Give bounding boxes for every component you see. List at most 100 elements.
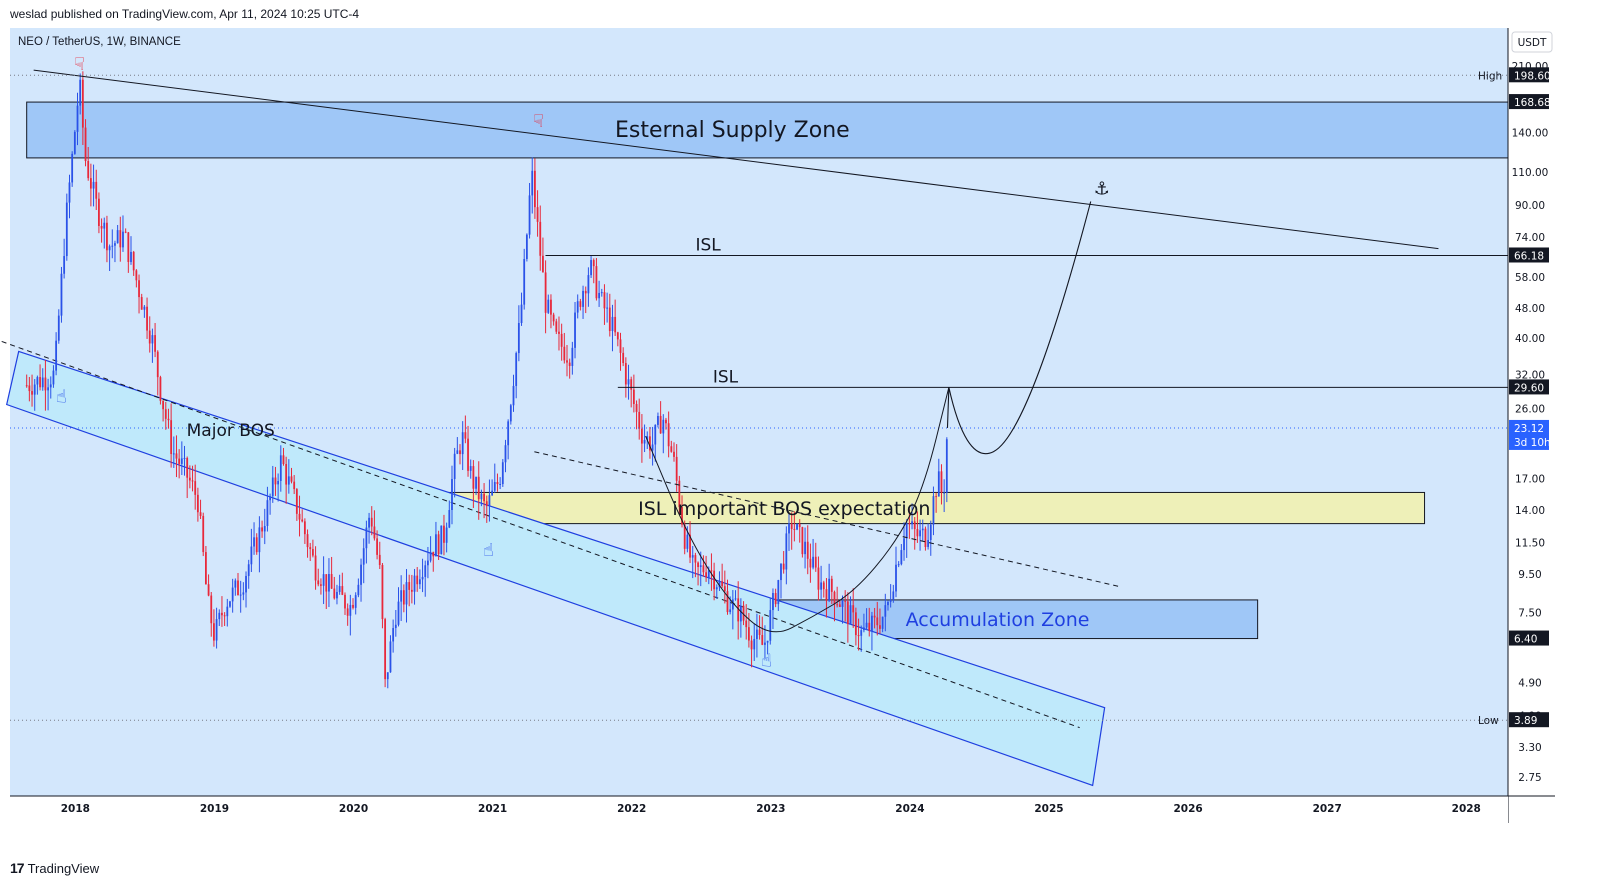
candle-body (306, 534, 309, 548)
candle-body (65, 202, 68, 257)
candle-body (36, 377, 39, 385)
candle-body (229, 601, 231, 607)
candle-body (766, 640, 769, 643)
candle-body (156, 351, 159, 378)
tradingview-brand[interactable]: 17 TradingView (10, 860, 99, 876)
candle-body (895, 564, 897, 592)
y-tick-label: 110.00 (1512, 167, 1549, 179)
candle-body (427, 560, 429, 566)
time-axis (10, 796, 1508, 823)
candle-body (287, 476, 290, 485)
candle-body (844, 600, 847, 602)
candle-body (178, 458, 181, 464)
candle-body (98, 198, 100, 226)
candle-body (469, 466, 472, 471)
candle-body (731, 599, 734, 610)
candle-body (130, 251, 132, 262)
candle-body (239, 594, 242, 596)
candle-body (838, 604, 841, 607)
candle-body (194, 481, 197, 495)
candle-body (381, 565, 384, 620)
x-tick-label: 2018 (61, 803, 90, 815)
y-tick-label: 32.00 (1515, 370, 1545, 382)
candle-body (836, 604, 839, 606)
candle-body (737, 598, 740, 622)
candle-body (830, 578, 833, 592)
candle-body (772, 592, 774, 611)
candle-body (927, 539, 930, 547)
y-tick-label: 140.00 (1512, 128, 1549, 140)
candle-body (215, 619, 218, 641)
candle-body (608, 307, 611, 332)
candle-body (488, 495, 491, 507)
candle-body (124, 231, 127, 233)
candle-body (394, 624, 397, 629)
candle-body (255, 537, 258, 553)
x-tick-label: 2025 (1034, 803, 1063, 815)
y-tick-label: 90.00 (1515, 200, 1545, 212)
candle-body (678, 480, 681, 508)
candle-body (726, 591, 729, 613)
x-tick-label: 2024 (895, 803, 924, 815)
candle-body (801, 527, 804, 555)
candle-body (31, 391, 33, 395)
candle-body (138, 280, 140, 298)
candle-body (865, 622, 868, 628)
candle-body (480, 493, 483, 500)
candle-body (718, 581, 721, 588)
candle-body (624, 363, 627, 385)
price-tag-label: High (1478, 70, 1502, 82)
candle-body (774, 592, 777, 605)
candle-body (913, 521, 916, 530)
candle-body (57, 315, 60, 341)
x-tick-label: 2028 (1452, 803, 1481, 815)
candle-body (114, 243, 116, 246)
candle-body (242, 592, 245, 595)
y-tick-label: 3.30 (1518, 742, 1541, 754)
x-tick-label: 2022 (617, 803, 646, 815)
candle-body (654, 424, 657, 445)
candle-body (657, 415, 659, 425)
candle-body (266, 500, 269, 527)
candle-body (841, 600, 844, 607)
price-label-box (1509, 94, 1549, 110)
candle-body (943, 492, 946, 494)
candle-body (143, 306, 146, 310)
candle-body (699, 565, 702, 568)
candle-body (140, 297, 143, 310)
candle-body (758, 629, 761, 636)
candle-body (223, 615, 226, 617)
candle-body (424, 565, 427, 577)
candle-body (651, 444, 654, 451)
candle-body (472, 466, 475, 489)
isl-label: ISL (695, 235, 721, 255)
candle-body (539, 221, 542, 256)
price-label-box (1509, 67, 1549, 83)
candle-body (873, 615, 876, 618)
candle-body (900, 550, 903, 565)
candle-body (122, 231, 124, 248)
price-label-value: 6.40 (1514, 634, 1537, 646)
candle-body (234, 580, 237, 588)
candle-body (111, 245, 114, 247)
candle-body (846, 601, 849, 625)
candle-body (592, 260, 595, 267)
candle-body (92, 181, 95, 189)
candle-body (311, 549, 314, 556)
candle-body (175, 453, 178, 459)
candle-body (903, 538, 905, 551)
candle-body (250, 546, 253, 565)
candle-body (501, 462, 504, 485)
candle-body (689, 534, 691, 558)
candle-body (360, 564, 362, 585)
candle-body (507, 421, 510, 446)
candle-body (780, 563, 782, 581)
x-tick-label: 2023 (756, 803, 785, 815)
y-tick-label: 9.50 (1518, 569, 1541, 581)
candle-body (854, 612, 857, 636)
candle-body (536, 207, 539, 222)
y-tick-label: 7.50 (1518, 608, 1541, 620)
candle-body (52, 370, 55, 385)
candle-body (525, 234, 528, 259)
